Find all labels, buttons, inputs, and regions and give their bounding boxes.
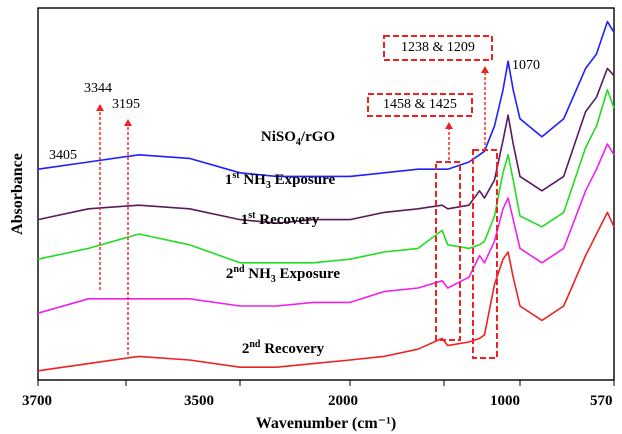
annotation-arrowhead (124, 119, 132, 126)
annotation-label: 1070 (512, 58, 540, 73)
annotation-label: 3195 (112, 97, 140, 112)
x-tick-label: 3500 (184, 393, 214, 409)
series-line (37, 143, 615, 314)
band-region-box (435, 161, 461, 341)
x-tick-label: 3700 (22, 393, 52, 409)
annotation-label: 3405 (49, 148, 77, 163)
plot-frame (37, 7, 615, 381)
annotation-arrowhead (445, 122, 453, 129)
x-tick-label: 2000 (328, 393, 358, 409)
annotation-arrowhead (481, 66, 489, 73)
x-tick-label: 570 (590, 393, 613, 409)
band-region-box (472, 149, 498, 359)
series-line (37, 211, 615, 372)
series-layer (37, 20, 615, 372)
series-label: NiSO4/rGO (261, 129, 335, 148)
y-axis-label: Absorbance (9, 153, 26, 235)
series-line (37, 89, 615, 264)
series-label: 1st NH3 Exposure (225, 170, 336, 191)
series-label: 2nd Recovery (242, 339, 325, 357)
annotation-label: 1238 & 1209 (401, 40, 475, 55)
series-label: 2nd NH3 Exposure (226, 264, 341, 285)
x-tick-marks (37, 380, 615, 386)
annotation-arrowhead (96, 104, 104, 111)
annotation-label: 1458 & 1425 (383, 97, 457, 112)
annotation-label: 3344 (84, 81, 112, 96)
series-label: 1st Recovery (241, 210, 320, 228)
series-line (37, 20, 615, 178)
series-line (37, 67, 615, 224)
x-tick-labels: 3700 3500 2000 1000 570 (22, 393, 613, 409)
annotation-box (383, 35, 493, 61)
annotation-box (367, 93, 473, 117)
x-axis-label: Wavenumber (cm⁻¹) (256, 415, 396, 432)
series-label-layer: NiSO4/rGO 1st NH3 Exposure 1st Recovery 2nd… (225, 129, 341, 357)
x-tick-label: 1000 (490, 393, 520, 409)
